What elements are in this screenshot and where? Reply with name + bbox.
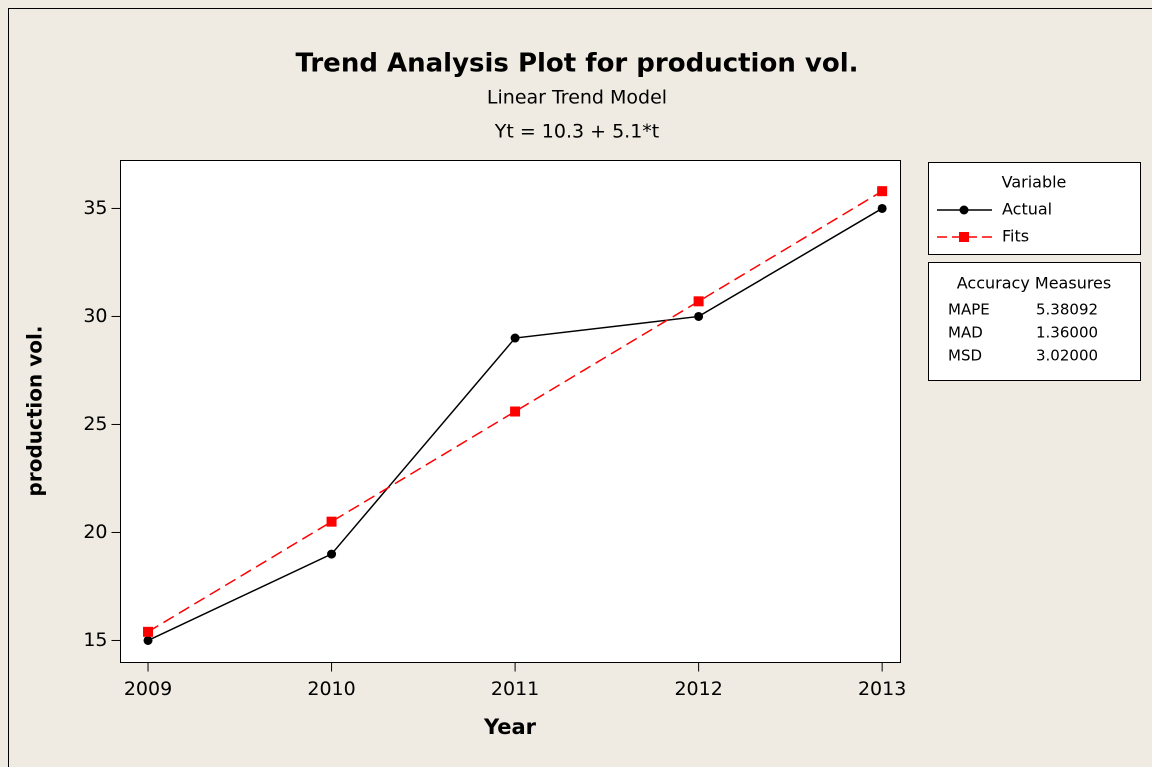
accuracy-box: [928, 262, 1141, 381]
x-axis-label: Year: [483, 715, 537, 739]
x-tick-label: 2010: [307, 678, 355, 700]
chart-title: Trend Analysis Plot for production vol.: [295, 49, 858, 79]
data-point: [143, 635, 153, 645]
x-tick-label: 2012: [674, 678, 722, 700]
y-tick-label: 15: [83, 629, 107, 651]
y-tick-label: 35: [83, 197, 107, 219]
y-tick-label: 25: [83, 413, 107, 435]
data-point: [327, 549, 337, 559]
x-tick-label: 2013: [858, 678, 906, 700]
accuracy-value: 1.36000: [1036, 324, 1098, 342]
accuracy-name: MSD: [948, 347, 982, 365]
data-point: [694, 311, 704, 321]
data-point: [510, 333, 520, 343]
data-point: [510, 406, 521, 417]
legend-marker: [959, 205, 969, 215]
legend-label: Actual: [1002, 200, 1052, 219]
accuracy-name: MAPE: [948, 301, 990, 319]
series-line: [147, 190, 883, 633]
chart-subtitle: Linear Trend Model: [487, 87, 667, 109]
accuracy-value: 5.38092: [1036, 301, 1098, 319]
data-point: [693, 296, 704, 307]
legend-title: Variable: [1002, 173, 1067, 192]
x-tick-label: 2011: [491, 678, 539, 700]
accuracy-value: 3.02000: [1036, 347, 1098, 365]
legend-marker: [959, 232, 969, 242]
y-axis-label: production vol.: [23, 326, 47, 497]
y-tick-label: 20: [83, 521, 107, 543]
data-point: [877, 186, 888, 197]
y-tick-label: 30: [83, 305, 107, 327]
accuracy-title: Accuracy Measures: [957, 274, 1111, 293]
data-point: [877, 203, 887, 213]
legend-label: Fits: [1002, 227, 1029, 246]
data-point: [143, 626, 154, 637]
equation: Yt = 10.3 + 5.1*t: [494, 121, 660, 143]
accuracy-name: MAD: [948, 324, 983, 342]
x-tick-label: 2009: [124, 678, 172, 700]
data-point: [326, 516, 337, 527]
